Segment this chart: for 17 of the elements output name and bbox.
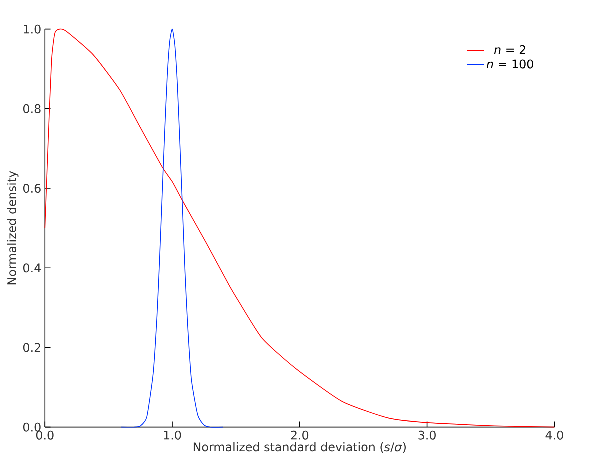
- y-tick-label: 0.4: [23, 264, 41, 273]
- x-tick-label: 2.0: [291, 431, 309, 440]
- y-tick-label: 0.0: [23, 423, 41, 432]
- line-series: [121, 29, 224, 428]
- y-tick-label: 0.8: [23, 104, 41, 114]
- x-tick-label: 3.0: [418, 431, 436, 440]
- y-tick-label: 0.6: [23, 184, 41, 194]
- y-tick-label: 0.2: [23, 343, 40, 352]
- legend-label: n = 2: [494, 46, 526, 54]
- legend-label: n = 100: [486, 60, 534, 69]
- x-tick-label: 0.0: [36, 431, 54, 440]
- x-tick-label: 1.0: [164, 431, 182, 440]
- x-axis-title: Normalized standard deviation (s/σ): [194, 442, 406, 454]
- line-series: [44, 29, 556, 428]
- y-tick-label: 1.0: [24, 25, 41, 34]
- y-axis-title: Normalized density: [7, 171, 19, 285]
- x-tick-label: 4.0: [546, 431, 564, 440]
